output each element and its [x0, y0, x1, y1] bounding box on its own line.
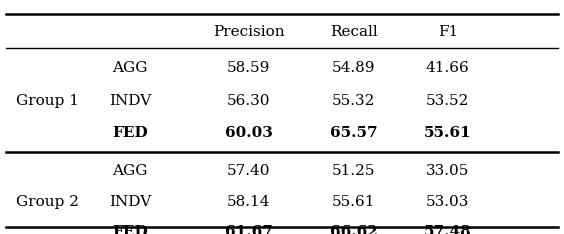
Text: 57.40: 57.40 — [227, 164, 271, 178]
Text: Precision: Precision — [213, 25, 285, 39]
Text: 61.67: 61.67 — [225, 226, 273, 234]
Text: 60.03: 60.03 — [225, 127, 273, 140]
Text: 33.05: 33.05 — [426, 164, 469, 178]
Text: 54.89: 54.89 — [332, 61, 376, 74]
Text: 55.61: 55.61 — [424, 127, 472, 140]
Text: 66.62: 66.62 — [330, 226, 378, 234]
Text: AGG: AGG — [112, 61, 148, 74]
Text: FED: FED — [112, 226, 148, 234]
Text: 51.25: 51.25 — [332, 164, 376, 178]
Text: Group 2: Group 2 — [16, 195, 78, 209]
Text: 58.14: 58.14 — [227, 195, 271, 209]
Text: 53.52: 53.52 — [426, 94, 469, 107]
Text: 53.03: 53.03 — [426, 195, 469, 209]
Text: Group 1: Group 1 — [16, 94, 78, 107]
Text: 56.30: 56.30 — [227, 94, 271, 107]
Text: 55.32: 55.32 — [332, 94, 376, 107]
Text: 65.57: 65.57 — [330, 127, 378, 140]
Text: 57.48: 57.48 — [424, 226, 472, 234]
Text: F1: F1 — [438, 25, 458, 39]
Text: FED: FED — [112, 127, 148, 140]
Text: Recall: Recall — [330, 25, 378, 39]
Text: 41.66: 41.66 — [426, 61, 470, 74]
Text: 58.59: 58.59 — [227, 61, 271, 74]
Text: INDV: INDV — [109, 94, 151, 107]
Text: INDV: INDV — [109, 195, 151, 209]
Text: AGG: AGG — [112, 164, 148, 178]
Text: 55.61: 55.61 — [332, 195, 376, 209]
